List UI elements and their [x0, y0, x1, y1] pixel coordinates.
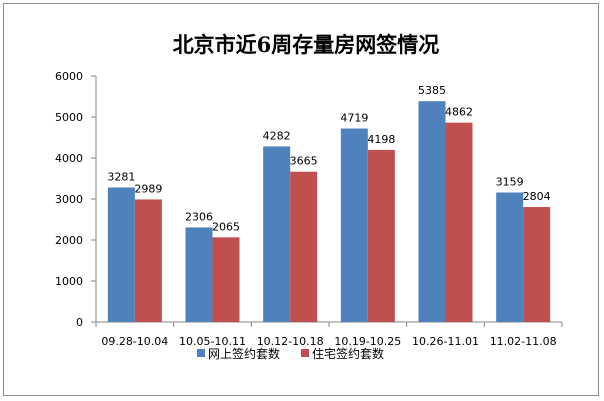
y-tick-label: 6000: [55, 70, 83, 83]
x-tick-label: 10.05-10.11: [179, 335, 246, 348]
legend-swatch: [301, 349, 309, 357]
bar-residential: [212, 237, 240, 322]
chart-title: 北京市近6周存量房网签情况: [173, 32, 440, 57]
y-tick-label: 2000: [55, 234, 83, 247]
y-tick-label: 0: [76, 316, 83, 329]
bar-residential: [523, 207, 551, 322]
data-label: 3665: [290, 155, 318, 168]
bar-online: [107, 187, 135, 322]
data-label: 2306: [185, 210, 213, 223]
data-label: 4719: [340, 112, 368, 125]
bar-residential: [134, 199, 162, 322]
data-label: 4282: [263, 129, 291, 142]
bar-online: [418, 101, 446, 322]
bar-residential: [290, 171, 318, 322]
legend-label: 住宅签约套数: [312, 346, 384, 361]
data-label: 3159: [496, 175, 524, 188]
x-tick-label: 10.19-10.25: [334, 335, 401, 348]
bar-residential: [367, 149, 395, 322]
bar-online: [496, 192, 524, 322]
data-label: 4862: [445, 106, 473, 119]
legend-swatch: [197, 349, 205, 357]
y-tick-label: 4000: [55, 152, 83, 165]
data-label: 2065: [212, 220, 240, 233]
bar-residential: [445, 122, 473, 323]
x-tick-label: 11.02-11.08: [490, 335, 557, 348]
bar-online: [263, 146, 291, 322]
y-tick-label: 5000: [55, 111, 83, 124]
legend-label: 网上签约套数: [208, 346, 280, 361]
data-labels: 3281 2306 4282 4719 5385 3159 2989 2065 3665 4198…: [107, 84, 550, 233]
data-label: 2989: [134, 182, 162, 195]
data-label: 2804: [523, 190, 551, 203]
data-label: 4198: [367, 133, 395, 146]
data-label: 5385: [418, 84, 446, 97]
y-tick-label: 3000: [55, 193, 83, 206]
bars: [107, 101, 551, 323]
y-tick-label: 1000: [55, 275, 83, 288]
x-tick-label: 10.12-10.18: [257, 335, 324, 348]
x-tick-label: 10.26-11.01: [412, 335, 479, 348]
axes: 0 1000 2000 3000 4000 5000 6000 09.28-10.04 10.0…: [55, 70, 563, 348]
bar-online: [185, 227, 213, 322]
x-tick-label: 09.28-10.04: [101, 335, 168, 348]
bar-online: [340, 128, 368, 322]
legend: 网上签约套数 住宅签约套数: [197, 346, 384, 361]
data-label: 3281: [107, 170, 135, 183]
